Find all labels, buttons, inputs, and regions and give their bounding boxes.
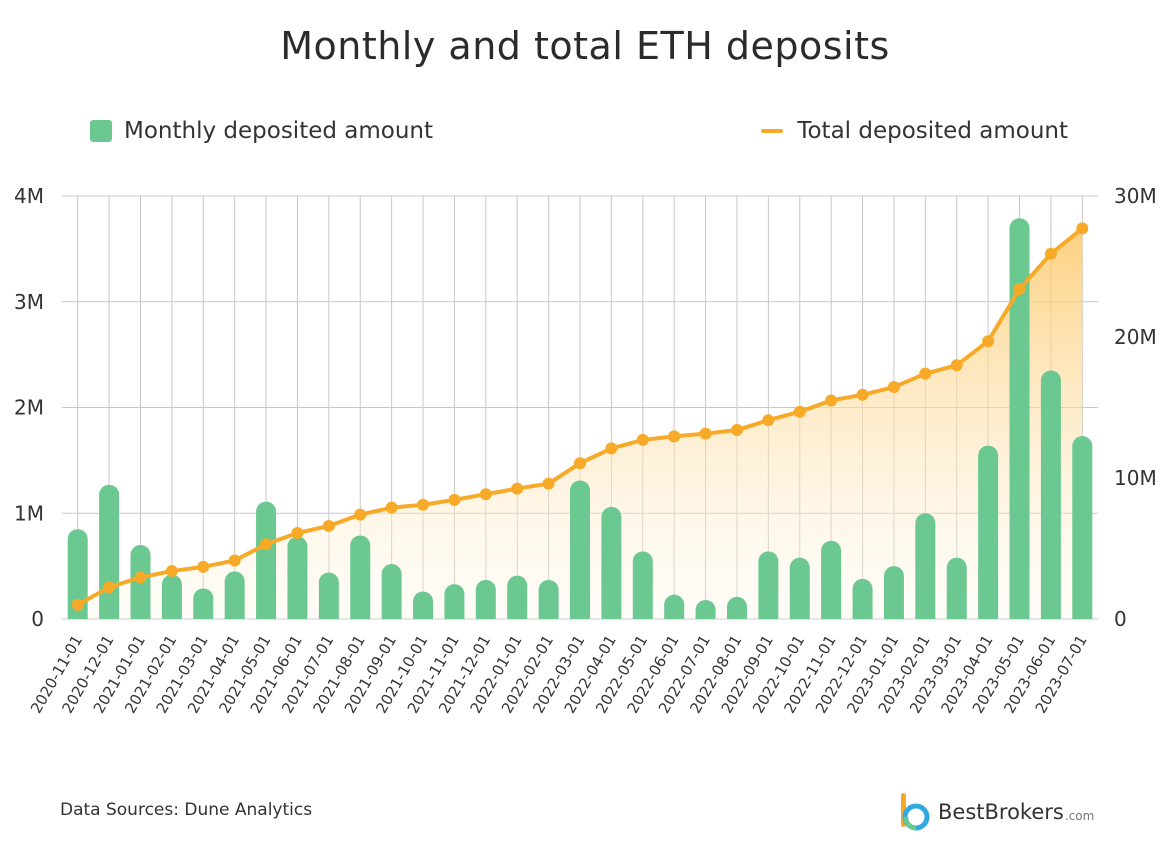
point-2023-06-01 [1044,247,1057,260]
bar-2023-01-01 [883,566,904,619]
data-source: Data Sources: Dune Analytics [60,800,313,820]
legend-monthly-swatch [90,120,112,142]
point-2022-05-01 [636,433,649,446]
x-axis: 2020-11-012020-12-012021-01-012021-02-01… [27,632,1091,717]
point-2020-11-01 [71,598,84,611]
y-right-tick-1: 10M [1114,466,1157,490]
point-2023-02-01 [919,367,932,380]
bar-2020-11-01 [67,529,88,619]
point-2022-03-01 [574,457,586,470]
point-2023-01-01 [887,381,900,394]
bar-2022-08-01 [726,596,747,619]
bar-2022-12-01 [852,578,873,619]
point-2022-06-01 [668,430,681,443]
y-axis-left: 0 1M 2M 3M 4M [14,184,44,631]
point-2022-08-01 [730,424,743,437]
legend-total-swatch [761,129,784,133]
y-right-tick-0: 0 [1114,607,1127,631]
bar-2021-06-01 [287,536,308,619]
point-2021-11-01 [448,493,461,506]
point-2022-09-01 [762,414,775,427]
brand-name: BestBrokers [938,800,1064,824]
bar-2023-03-01 [946,557,967,619]
bar-2022-10-01 [789,557,810,619]
point-2023-05-01 [1013,283,1026,296]
point-2022-07-01 [699,427,712,440]
point-2021-09-01 [385,501,398,514]
bar-2023-02-01 [915,513,936,619]
bar-2023-05-01 [1009,218,1030,619]
y-axis-right: 0 10M 20M 30M [1114,184,1157,631]
legend-total-label: Total deposited amount [797,118,1068,144]
bar-2021-12-01 [475,579,496,619]
bar-2022-07-01 [695,599,716,619]
brand-logo-icon [901,793,930,831]
total-area-fill [77,228,1083,619]
bar-2022-03-01 [570,480,590,619]
point-2022-01-01 [511,482,524,495]
point-2021-02-01 [165,565,178,578]
bar-2022-09-01 [758,551,779,619]
point-2021-03-01 [197,560,210,573]
bar-2021-02-01 [161,574,182,619]
bar-2023-04-01 [978,445,999,619]
point-2022-02-01 [542,477,555,490]
bar-2022-02-01 [538,579,559,619]
chart-plot: 0 1M 2M 3M 4M 0 10M 20M 30M 2020-11-012020-12-0… [14,184,1157,717]
chart-title: Monthly and total ETH deposits [280,24,890,68]
total-area [77,228,1083,619]
point-2020-12-01 [103,581,116,594]
point-2021-08-01 [354,508,367,521]
bar-2021-03-01 [193,588,214,619]
point-2023-04-01 [982,335,995,348]
bar-2022-11-01 [821,540,842,619]
y-left-tick-3: 3M [14,290,44,314]
point-2021-04-01 [228,554,241,567]
y-right-tick-2: 20M [1114,325,1157,349]
bar-2021-08-01 [350,535,371,619]
brand[interactable]: BestBrokers .com [898,790,1094,834]
bar-2023-07-01 [1072,436,1093,619]
bar-2022-04-01 [601,506,622,619]
y-left-tick-0: 0 [31,607,44,631]
bar-2021-11-01 [444,584,465,619]
bar-2021-05-01 [256,501,277,619]
y-left-tick-1: 1M [14,501,44,525]
point-2021-05-01 [260,538,273,551]
legend-total: Total deposited amount [761,118,1068,144]
legend-monthly-label: Monthly deposited amount [124,118,434,144]
bar-2021-09-01 [381,564,402,619]
point-2021-12-01 [479,488,492,501]
bar-2023-06-01 [1040,370,1061,619]
bar-2020-12-01 [99,484,120,619]
total-points [71,222,1089,611]
bar-2021-04-01 [224,571,245,619]
point-2023-07-01 [1076,222,1089,235]
bar-2021-10-01 [413,591,434,619]
point-2021-10-01 [417,498,430,511]
point-2021-06-01 [291,526,304,539]
point-2022-10-01 [793,405,806,418]
legend-monthly: Monthly deposited amount [90,118,433,144]
bars [67,218,1093,619]
point-2022-04-01 [605,442,618,455]
point-2022-11-01 [825,394,838,407]
y-left-tick-4: 4M [14,184,44,208]
point-2023-03-01 [950,359,963,372]
bar-2022-01-01 [507,575,528,619]
point-2021-01-01 [134,571,147,584]
y-left-tick-2: 2M [14,396,44,420]
point-2022-12-01 [856,388,869,401]
y-right-tick-3: 30M [1114,184,1157,208]
bar-2021-07-01 [318,572,339,619]
bar-2022-05-01 [632,551,653,619]
bar-2022-06-01 [664,594,685,619]
point-2021-07-01 [322,519,335,532]
brand-suffix: .com [1064,809,1095,823]
